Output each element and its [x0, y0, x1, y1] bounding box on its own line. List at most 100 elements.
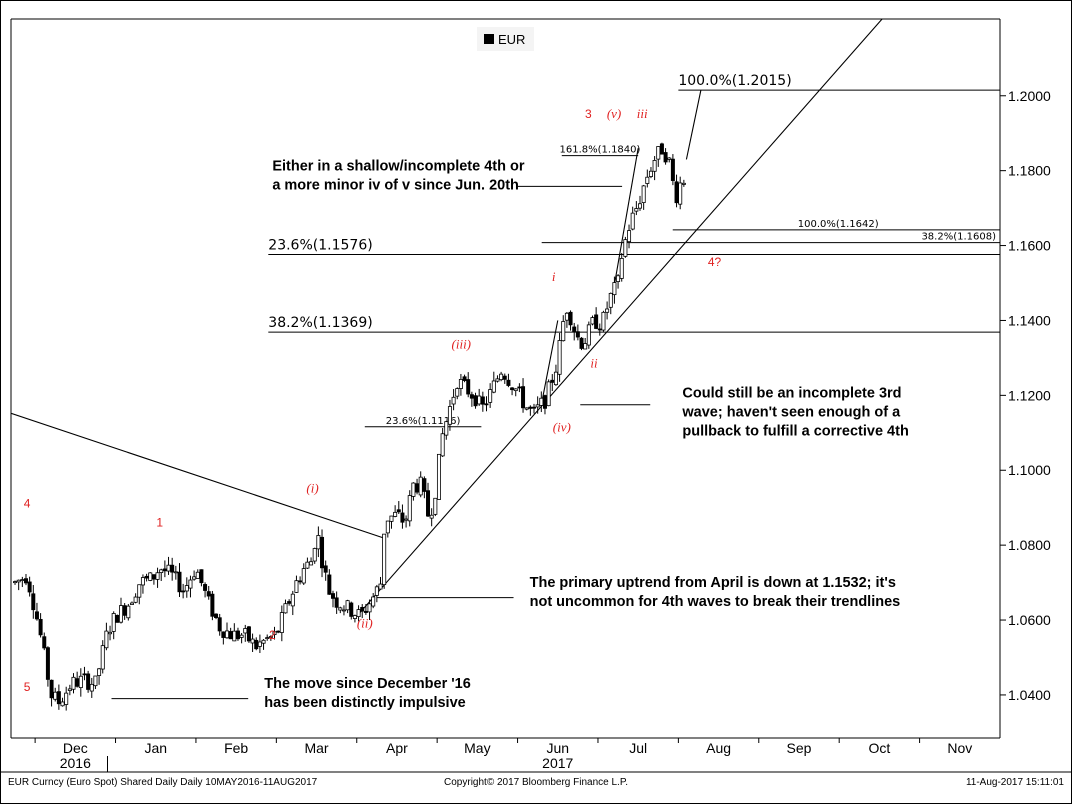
candle-body [140, 577, 145, 586]
candle-body [411, 482, 416, 497]
fib-level-label: 100.0%(1.1642) [798, 219, 879, 230]
candle-body [564, 312, 569, 321]
candle-body [488, 389, 493, 403]
candle-body [221, 631, 226, 638]
candle-body [345, 600, 350, 611]
candle-body [586, 324, 591, 346]
candle-body [71, 676, 76, 690]
x-tick-label: Feb [224, 740, 248, 756]
fib-level-label: 161.8%(1.1840) [560, 145, 641, 156]
candle-body [235, 630, 240, 640]
candle-body [681, 182, 686, 185]
candle-body [455, 388, 460, 397]
candle-body [634, 208, 639, 212]
candle-body [678, 182, 683, 205]
candle-body [261, 639, 266, 644]
annotation-text: Could still be an incomplete 3rd [682, 386, 901, 402]
candle-body [327, 574, 332, 595]
candle-body [268, 636, 273, 638]
candle-body [301, 568, 306, 584]
candle-body [298, 580, 303, 583]
candle-body [111, 613, 116, 632]
candle-body [56, 691, 61, 705]
x-tick-label: Dec [63, 740, 88, 756]
wave-label: 4? [708, 255, 722, 269]
annotation-text: The primary uptrend from April is down a… [530, 575, 896, 591]
candle-body [393, 511, 398, 517]
annotation-text: The move since December '16 [264, 676, 471, 692]
candle-body [97, 668, 102, 676]
x-year-label: 2016 [60, 755, 91, 771]
candle-body [521, 386, 526, 409]
candle-body [122, 605, 127, 616]
candle-body [203, 584, 208, 591]
fib-level-label: 23.6%(1.1576) [268, 238, 372, 254]
trendline [541, 320, 559, 403]
footer-source: EUR Curncy (Euro Spot) Shared Daily Dail… [8, 777, 318, 788]
candle-body [513, 388, 518, 392]
candle-body [148, 572, 153, 581]
candle-body [225, 630, 230, 639]
candle-body [433, 497, 438, 515]
x-tick-label: Nov [947, 740, 972, 756]
candle-body [495, 378, 500, 382]
wave-label: (ii) [357, 616, 373, 631]
candle-body [553, 371, 558, 386]
legend: EUR [477, 27, 534, 51]
candle-body [623, 239, 628, 257]
candle-body [667, 157, 672, 160]
x-tick-label: May [464, 740, 490, 756]
candle-body [597, 328, 602, 331]
candle-body [159, 569, 164, 573]
candle-body [126, 605, 131, 619]
trendline [685, 90, 702, 160]
candle-body [75, 678, 80, 687]
candle-body [524, 407, 529, 410]
candle-body [86, 673, 91, 690]
candle-body [312, 548, 317, 562]
candle-body [462, 376, 467, 381]
candle-body [605, 308, 610, 313]
candle-body [89, 683, 94, 692]
candle-body [382, 533, 387, 586]
candle-body [13, 581, 18, 584]
candle-body [466, 379, 471, 395]
candle-body [206, 591, 211, 597]
y-tick-label: 1.0600 [1008, 612, 1051, 628]
candle-body [60, 701, 65, 707]
wave-label: 4 [24, 497, 31, 511]
candle-body [64, 692, 69, 705]
y-tick-label: 1.1400 [1008, 312, 1051, 328]
candle-body [583, 343, 588, 350]
footer-timestamp: 11-Aug-2017 15:11:01 [966, 777, 1064, 788]
candle-body [287, 601, 292, 604]
candle-body [192, 576, 197, 580]
candle-body [659, 143, 664, 155]
candle-body [451, 396, 456, 405]
candle-body [67, 688, 72, 691]
candle-body [254, 639, 259, 650]
candle-body [561, 321, 566, 342]
wave-label: i [552, 269, 556, 284]
y-tick-label: 1.1000 [1008, 462, 1051, 478]
candle-body [27, 581, 32, 593]
candle-body [290, 593, 295, 607]
annotation-text: a more minor iv of v since Jun. 20th [272, 178, 519, 194]
wave-label: (iv) [553, 420, 571, 435]
candle-body [16, 579, 21, 583]
candle-body [674, 181, 679, 204]
y-axis: 1.0400 1.0600 1.0800 1.1000 1.1200 1.1400 1.16… [1000, 88, 1051, 703]
candle-body [418, 476, 423, 496]
candle-body [108, 631, 113, 635]
candle-body [429, 514, 434, 519]
x-tick-label: Jun [546, 740, 569, 756]
candle-body [590, 317, 595, 325]
candle-body [23, 578, 28, 584]
candle-body [612, 282, 617, 296]
candle-body [637, 203, 642, 209]
annotation-text: pullback to fulfill a corrective 4th [682, 424, 908, 440]
candle-body [137, 584, 142, 598]
candle-body [415, 483, 420, 493]
wave-label: (i) [306, 481, 318, 496]
